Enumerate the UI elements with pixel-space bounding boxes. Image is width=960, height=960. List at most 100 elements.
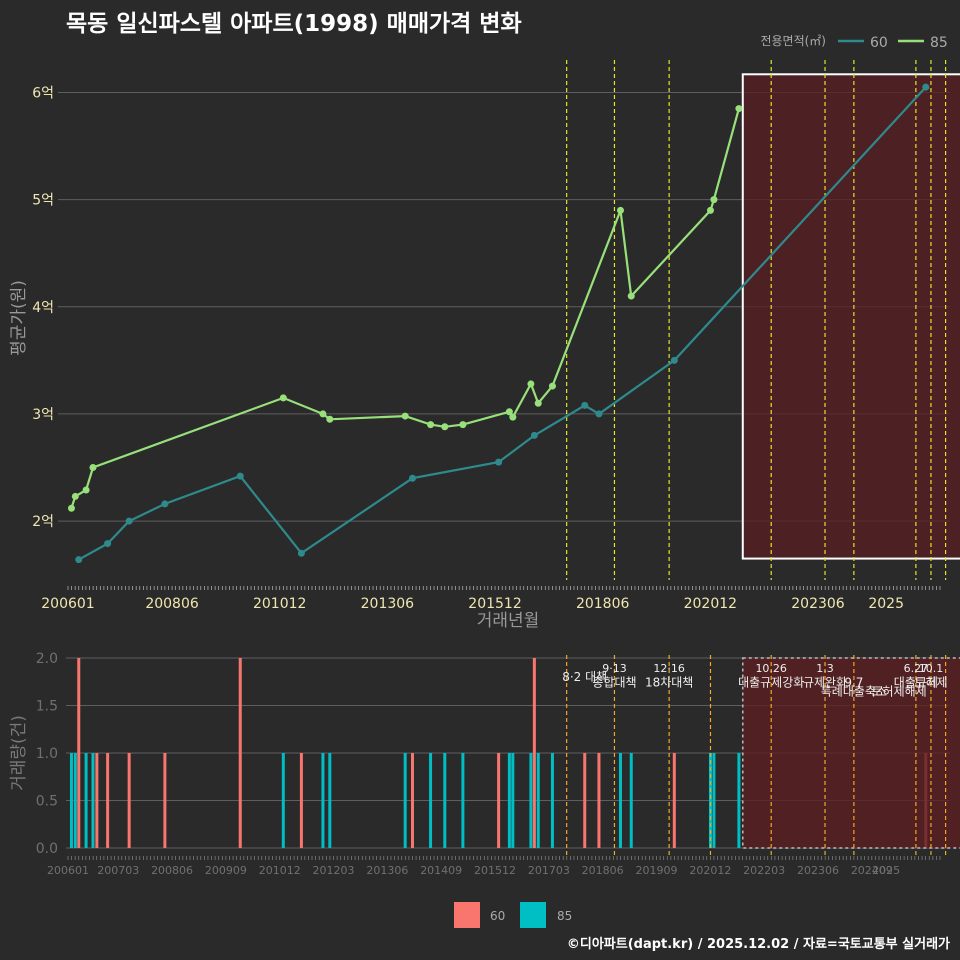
series-point-60: [161, 500, 169, 508]
series-point-85: [326, 415, 334, 423]
bar-85: [712, 753, 716, 848]
bar-60: [410, 753, 414, 848]
policy-label: 10.26: [755, 662, 787, 675]
bar-60: [497, 753, 501, 848]
bar-x-tick-label: 201012: [259, 864, 301, 877]
legend-swatch-60-bar: [454, 902, 480, 928]
policy-label: 토허제: [914, 675, 947, 689]
policy-label: 1.3: [816, 662, 834, 675]
x-tick-label: 2025: [868, 596, 904, 612]
series-point-60: [408, 474, 416, 482]
series-point-60: [125, 517, 133, 525]
policy-label: 토허제해제: [871, 684, 926, 698]
series-point-85: [509, 413, 517, 421]
series-point-85: [527, 380, 535, 388]
series-point-85: [616, 206, 624, 214]
x-tick-label: 202012: [684, 596, 737, 612]
bar-60: [106, 753, 110, 848]
bar-x-tick-label: 201703: [528, 864, 570, 877]
bar-x-tick-label: 202203: [743, 864, 785, 877]
bar-85: [461, 753, 465, 848]
bar-y-tick-label: 1.0: [36, 746, 58, 762]
y-tick-label: 2억: [32, 514, 54, 530]
bar-60: [77, 658, 81, 848]
legend-label-60-bar: 60: [490, 909, 505, 923]
bar-85: [73, 753, 77, 848]
chart-title: 목동 일신파스텔 아파트(1998) 매매가격 변화: [66, 11, 522, 37]
series-point-85: [401, 412, 409, 420]
policy-label: 9.7: [844, 675, 863, 689]
y-tick-label: 6억: [32, 86, 54, 102]
x-tick-label: 201306: [361, 596, 415, 612]
bar-y-tick-label: 1.5: [36, 699, 58, 715]
highlight-box: [741, 73, 960, 560]
bar-x-tick-label: 202409: [851, 864, 893, 877]
bar-85: [507, 753, 511, 848]
bar-x-tick-label: 201203: [313, 864, 355, 877]
bar-85: [511, 753, 515, 848]
series-point-85: [279, 394, 287, 402]
policy-label: 대출규제강화: [738, 675, 804, 689]
policy-label: 8·2 대책: [562, 669, 607, 684]
bar-85: [84, 753, 88, 848]
x-tick-label: 200601: [41, 596, 94, 612]
policy-label: 종합대책: [592, 674, 636, 689]
bar-y-tick-label: 0.0: [36, 841, 58, 857]
legend-label-85: 85: [930, 35, 948, 51]
policy-label: 12·16: [653, 662, 685, 675]
series-point-60: [922, 83, 930, 91]
x-tick-label: 202306: [791, 596, 845, 612]
series-point-85: [71, 492, 79, 500]
policy-label: 6.27: [904, 662, 929, 675]
bar-85: [536, 753, 540, 848]
legend-swatch-85-bar: [520, 902, 546, 928]
bar-x-tick-label: 201409: [420, 864, 462, 877]
bar-60: [299, 753, 303, 848]
bar-x-tick-label: 200806: [151, 864, 193, 877]
series-point-85: [459, 421, 467, 429]
x-tick-label: 200806: [145, 596, 199, 612]
policy-label: 규제완화: [803, 675, 847, 689]
bar-85: [443, 753, 447, 848]
series-point-85: [319, 410, 327, 418]
bar-85: [629, 753, 633, 848]
legend-label-85-bar: 85: [557, 909, 572, 923]
x-tick-label: 201806: [576, 596, 630, 612]
series-point-85: [706, 206, 714, 214]
bar-60: [163, 753, 167, 848]
series-point-60: [581, 401, 589, 409]
bar-85: [737, 753, 741, 848]
series-point-60: [495, 458, 503, 466]
x-tick-label: 201512: [468, 596, 521, 612]
series-point-85: [627, 292, 635, 300]
credit-text: ©디아파트(dapt.kr) / 2025.12.02 / 자료=국토교통부 실…: [566, 937, 950, 952]
bar-60: [532, 658, 536, 848]
series-point-85: [427, 421, 435, 429]
bar-85: [69, 753, 73, 848]
series-point-60: [530, 431, 538, 439]
bar-x-tick-label: 201806: [582, 864, 624, 877]
series-point-60: [670, 356, 678, 364]
series-point-85: [735, 105, 743, 113]
bar-x-tick-label: 200601: [47, 864, 89, 877]
bar-highlight-box: [742, 657, 960, 849]
y-tick-label: 5억: [32, 193, 54, 209]
bar-85: [328, 753, 332, 848]
legend-title: 전용면적(㎡): [760, 34, 826, 48]
series-point-60: [297, 549, 305, 557]
series-point-60: [104, 540, 112, 548]
legend-label-60: 60: [870, 35, 888, 51]
bar-x-tick-label: 200703: [97, 864, 139, 877]
series-point-85: [505, 408, 513, 416]
series-point-60: [236, 472, 244, 480]
series-point-85: [82, 486, 90, 494]
bar-60: [127, 753, 131, 848]
bar-85: [618, 753, 622, 848]
series-point-85: [548, 382, 556, 390]
policy-label: 18차대책: [645, 674, 693, 689]
bar-y-tick-label: 2.0: [36, 651, 58, 667]
y-tick-label: 3억: [32, 407, 54, 423]
y-tick-label: 4억: [32, 300, 54, 316]
bar-x-tick-label: 202012: [689, 864, 731, 877]
